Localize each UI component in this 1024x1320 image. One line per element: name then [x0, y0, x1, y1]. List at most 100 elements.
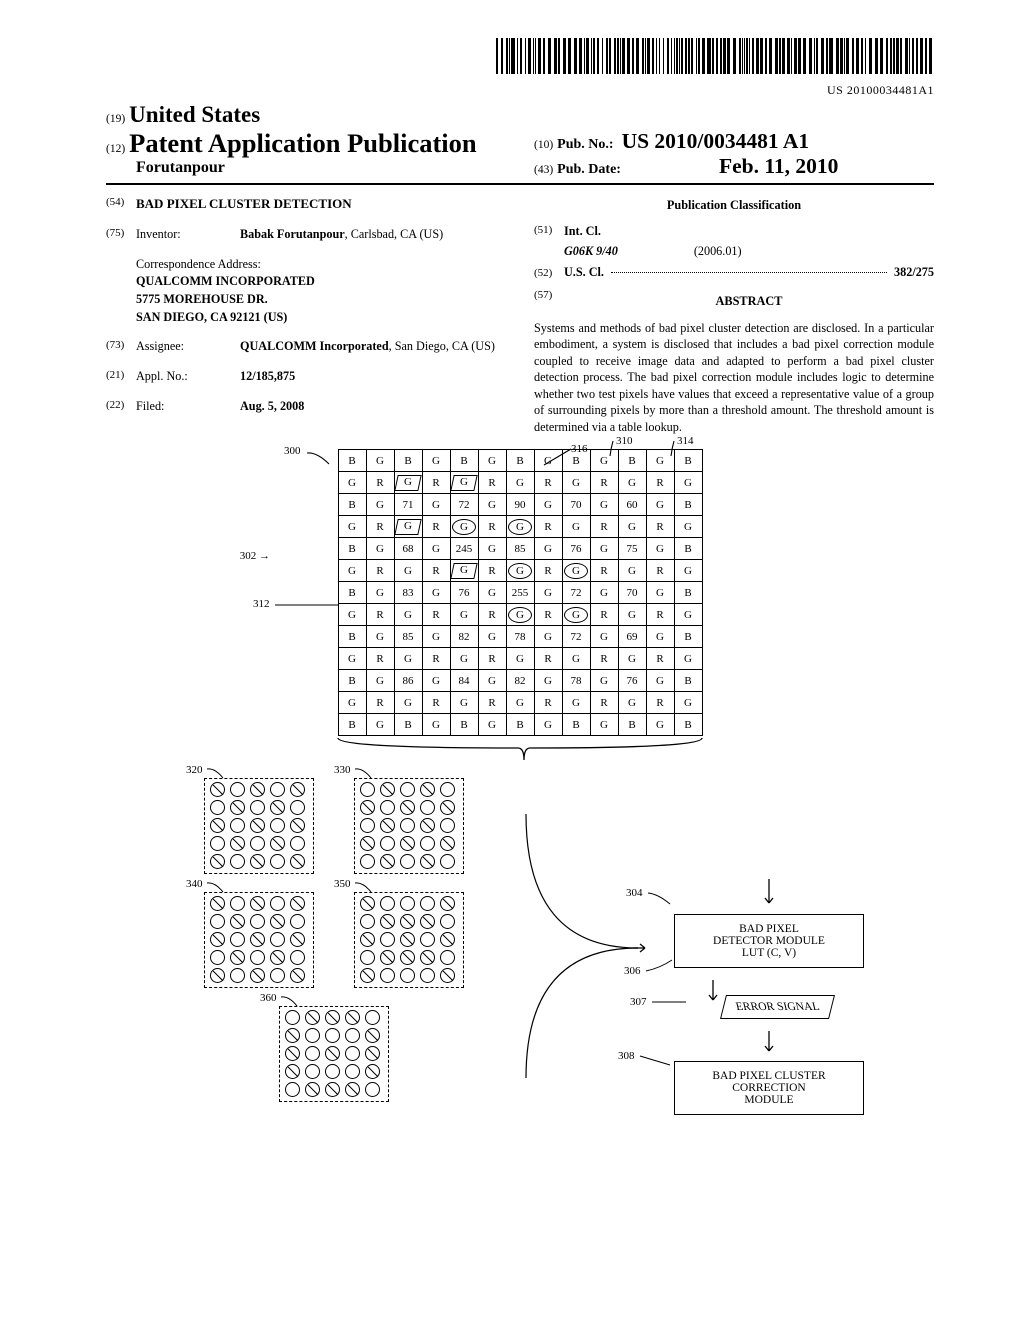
cell: R — [590, 516, 618, 538]
l21: Appl. No.: — [136, 368, 240, 386]
cell: G — [674, 692, 702, 714]
cell: R — [478, 472, 506, 494]
ref308: 308 — [618, 1050, 635, 1062]
ref360: 360 — [260, 992, 277, 1004]
detector-module: BAD PIXEL DETECTOR MODULE LUT (C, V) — [674, 914, 864, 968]
cell: G — [366, 450, 394, 472]
cell: 72 — [562, 582, 590, 604]
cell: G — [506, 604, 534, 626]
pub-title: Patent Application Publication — [129, 128, 476, 158]
pubno-lbl: Pub. No.: — [557, 137, 613, 152]
cell: R — [590, 560, 618, 582]
cell: R — [646, 604, 674, 626]
cell: B — [506, 714, 534, 736]
l22: Filed: — [136, 398, 240, 416]
cell: R — [646, 648, 674, 670]
cell: R — [478, 692, 506, 714]
cell: R — [478, 560, 506, 582]
cell: G — [506, 472, 534, 494]
mod1b: DETECTOR MODULE — [681, 935, 857, 947]
inventor: Babak Forutanpour, Carlsbad, CA (US) — [240, 226, 506, 244]
cell: 82 — [450, 626, 478, 648]
cell: B — [338, 538, 366, 560]
ref300: 300 — [284, 445, 301, 457]
cell: G — [534, 538, 562, 560]
cell: 68 — [394, 538, 422, 560]
cell: R — [422, 604, 450, 626]
cell: 255 — [506, 582, 534, 604]
cell: R — [590, 692, 618, 714]
barcode-svg — [494, 38, 934, 74]
cell: G — [618, 648, 646, 670]
cell: 78 — [562, 670, 590, 692]
ref304: 304 — [626, 887, 643, 899]
cell: B — [450, 450, 478, 472]
cell: G — [422, 714, 450, 736]
cell: R — [422, 472, 450, 494]
cell: R — [646, 472, 674, 494]
cell: G — [590, 670, 618, 692]
pattern-box — [279, 1006, 389, 1102]
cell: B — [674, 714, 702, 736]
cell: 70 — [618, 582, 646, 604]
cell: G — [366, 494, 394, 516]
cell: 72 — [450, 494, 478, 516]
cell: G — [618, 516, 646, 538]
cell: B — [618, 714, 646, 736]
pattern-box — [354, 778, 464, 874]
bracket-svg — [518, 778, 648, 1118]
code-10: (10) — [534, 139, 553, 151]
ref312: 312 — [253, 598, 270, 610]
cell: G — [366, 538, 394, 560]
cell: G — [562, 560, 590, 582]
cell: G — [394, 604, 422, 626]
n51: (51) — [534, 223, 564, 241]
mod2a: BAD PIXEL CLUSTER — [681, 1070, 857, 1082]
title: BAD PIXEL CLUSTER DETECTION — [136, 195, 352, 214]
cell: B — [506, 450, 534, 472]
cell: G — [590, 626, 618, 648]
cell: B — [562, 714, 590, 736]
l51: Int. Cl. — [564, 223, 601, 241]
cell: G — [422, 494, 450, 516]
applno: 12/185,875 — [240, 368, 506, 386]
cell: G — [394, 692, 422, 714]
error-signal: ERROR SIGNAL — [720, 995, 835, 1019]
mod1a: BAD PIXEL — [681, 923, 857, 935]
cell: G — [366, 626, 394, 648]
cell: G — [506, 648, 534, 670]
cell: R — [422, 560, 450, 582]
cell: G — [534, 494, 562, 516]
cell: G — [674, 604, 702, 626]
cell: R — [478, 516, 506, 538]
barcode: US 20100034481A1 — [106, 38, 934, 98]
cell: R — [646, 692, 674, 714]
cell: G — [422, 582, 450, 604]
abs-lbl: ABSTRACT — [564, 293, 934, 311]
cell: G — [394, 560, 422, 582]
cell: 90 — [506, 494, 534, 516]
cell: R — [590, 604, 618, 626]
pubno: US 2010/0034481 A1 — [622, 129, 810, 153]
cell: 76 — [562, 538, 590, 560]
cell: G — [618, 604, 646, 626]
mod2c: MODULE — [681, 1094, 857, 1106]
cell: G — [422, 626, 450, 648]
cell: G — [562, 648, 590, 670]
cell: R — [534, 648, 562, 670]
cell: G — [506, 560, 534, 582]
cell: 69 — [618, 626, 646, 648]
cell: G — [618, 692, 646, 714]
cell: G — [506, 516, 534, 538]
cell: R — [534, 692, 562, 714]
cell: B — [674, 582, 702, 604]
n57: (57) — [534, 288, 564, 316]
cell: G — [674, 648, 702, 670]
cell: R — [646, 516, 674, 538]
cell: G — [506, 692, 534, 714]
cell: G — [590, 538, 618, 560]
cell: 76 — [618, 670, 646, 692]
cell: 71 — [394, 494, 422, 516]
pixel-grid: BGBGBGBGBGBGBGRGRGRGRGRGRGBG71G72G90G70G… — [338, 449, 703, 736]
cell: 75 — [618, 538, 646, 560]
